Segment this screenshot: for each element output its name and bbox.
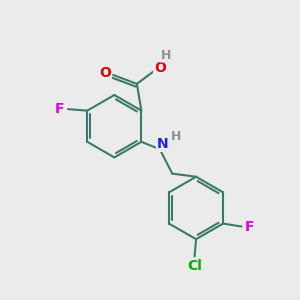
Text: F: F xyxy=(55,101,64,116)
Text: Cl: Cl xyxy=(187,259,202,273)
Text: O: O xyxy=(99,66,111,80)
Text: H: H xyxy=(161,49,171,62)
Text: N: N xyxy=(157,137,169,151)
Text: H: H xyxy=(171,130,181,143)
Text: O: O xyxy=(154,61,166,74)
Text: F: F xyxy=(245,220,255,234)
